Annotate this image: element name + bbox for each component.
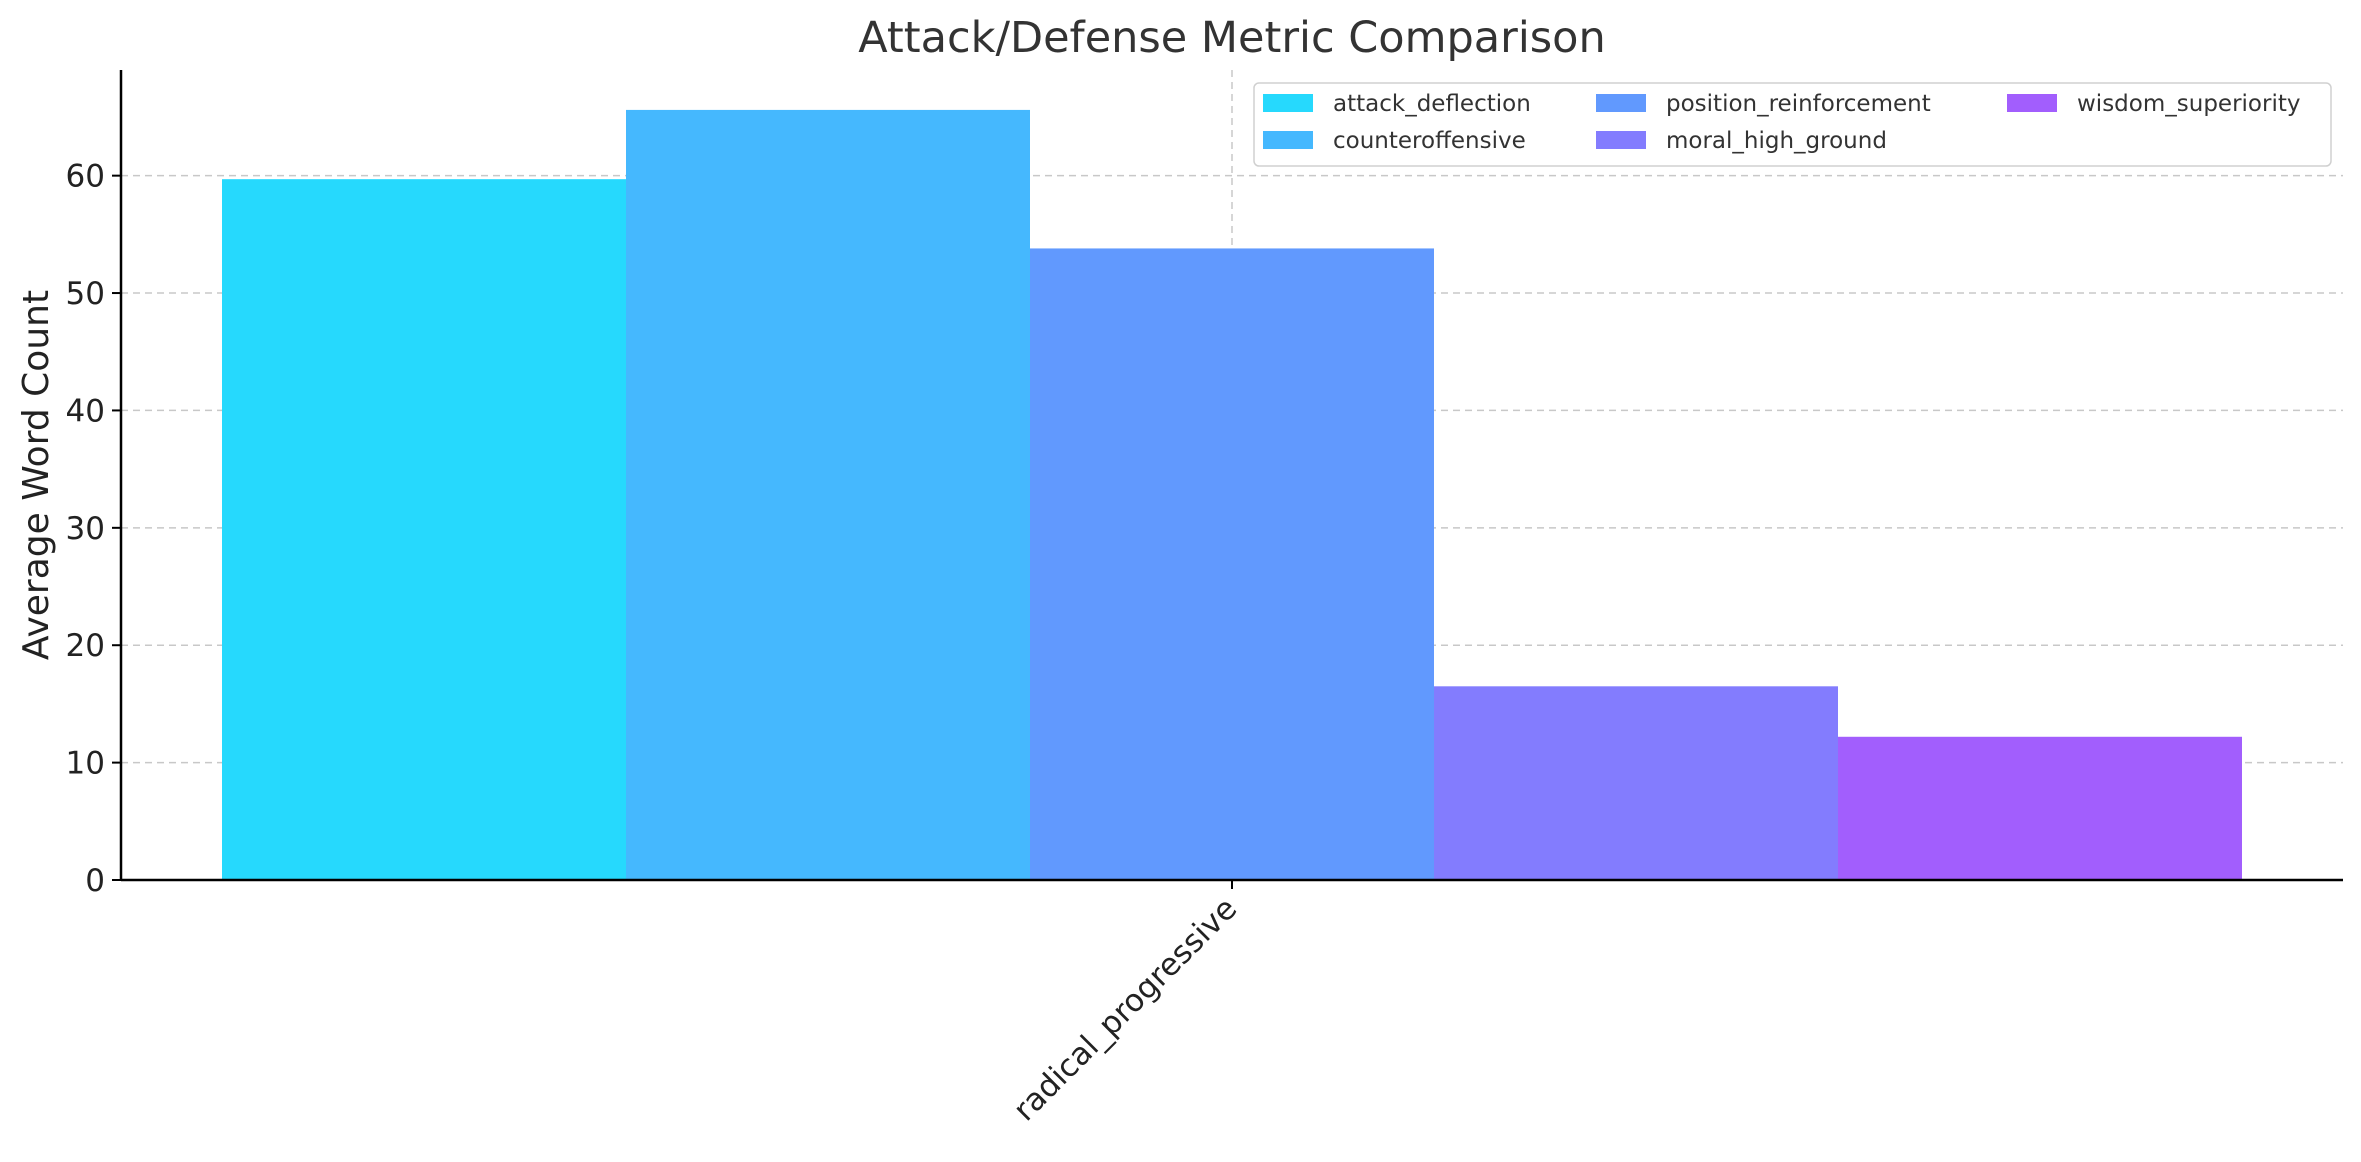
- y-axis-label: Average Word Count: [16, 290, 57, 660]
- legend-label-wisdom-superiority: wisdom_superiority: [2077, 91, 2300, 117]
- legend-frame: [1253, 82, 2332, 167]
- bar-wisdom-superiority: [1838, 736, 2242, 880]
- legend-swatch-wisdom-superiority: [2007, 94, 2057, 112]
- y-tick-label: 10: [66, 746, 105, 782]
- legend-label-counteroffensive: counteroffensive: [1333, 128, 1526, 154]
- bar-counteroffensive: [626, 109, 1030, 881]
- x-tick-label: radical_progressive: [1007, 891, 1245, 1129]
- legend: attack_deflection counteroffensive positio…: [1253, 82, 2332, 167]
- legend-label-position-reinforcement: position_reinforcement: [1666, 91, 1931, 117]
- legend-swatch-position-reinforcement: [1596, 94, 1646, 112]
- legend-swatch-moral-high-ground: [1596, 131, 1646, 149]
- legend-swatch-attack-deflection: [1263, 94, 1313, 112]
- legend-swatch-counteroffensive: [1263, 131, 1313, 149]
- y-tick-label: 30: [66, 511, 105, 547]
- y-tick-label: 60: [66, 159, 105, 195]
- y-tick-label: 0: [85, 863, 105, 899]
- legend-label-attack-deflection: attack_deflection: [1333, 91, 1531, 117]
- chart-title: Attack/Defense Metric Comparison: [858, 13, 1606, 63]
- bar-moral-high-ground: [1434, 686, 1838, 880]
- y-tick-label: 40: [66, 393, 105, 429]
- y-tick-label: 50: [66, 276, 105, 312]
- y-tick-label: 20: [66, 628, 105, 664]
- bar-attack-deflection: [222, 179, 626, 880]
- bar-position-reinforcement: [1030, 248, 1434, 880]
- legend-label-moral-high-ground: moral_high_ground: [1666, 128, 1887, 154]
- bars: [222, 109, 2242, 881]
